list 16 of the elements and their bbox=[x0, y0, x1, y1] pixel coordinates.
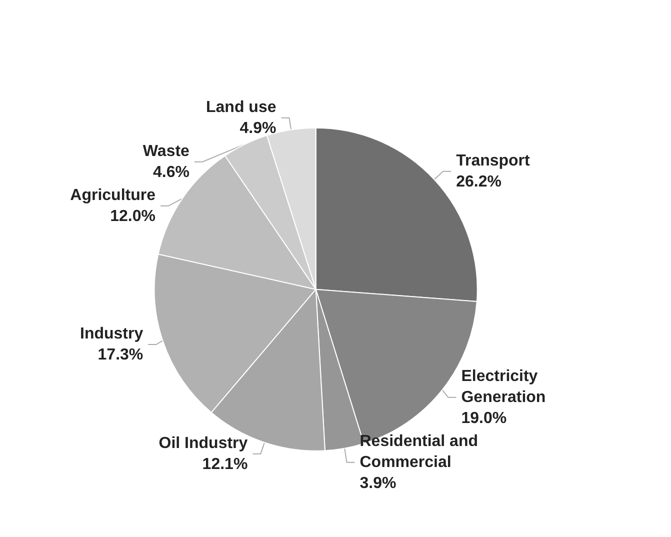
slice-label: Waste bbox=[142, 142, 190, 160]
data-label: 19.0% bbox=[461, 410, 507, 427]
slice-label: Transport bbox=[456, 152, 531, 170]
data-label: 17.3% bbox=[98, 346, 144, 364]
slice-label: Electricity Generation bbox=[461, 368, 546, 406]
slice-label: Residential and Commercial bbox=[360, 432, 482, 471]
slice-label: Industry bbox=[80, 326, 144, 343]
data-label: 26.2% bbox=[456, 173, 502, 190]
data-label: 4.6% bbox=[152, 164, 190, 181]
slice-label: Agriculture bbox=[70, 186, 156, 204]
slice-label: Land use bbox=[206, 98, 276, 116]
data-label: 12.0% bbox=[110, 208, 156, 225]
data-label: 3.9% bbox=[360, 474, 396, 492]
data-label: 12.1% bbox=[202, 456, 248, 473]
data-label: 4.9% bbox=[240, 120, 276, 137]
slice-label: Oil Industry bbox=[158, 434, 248, 452]
